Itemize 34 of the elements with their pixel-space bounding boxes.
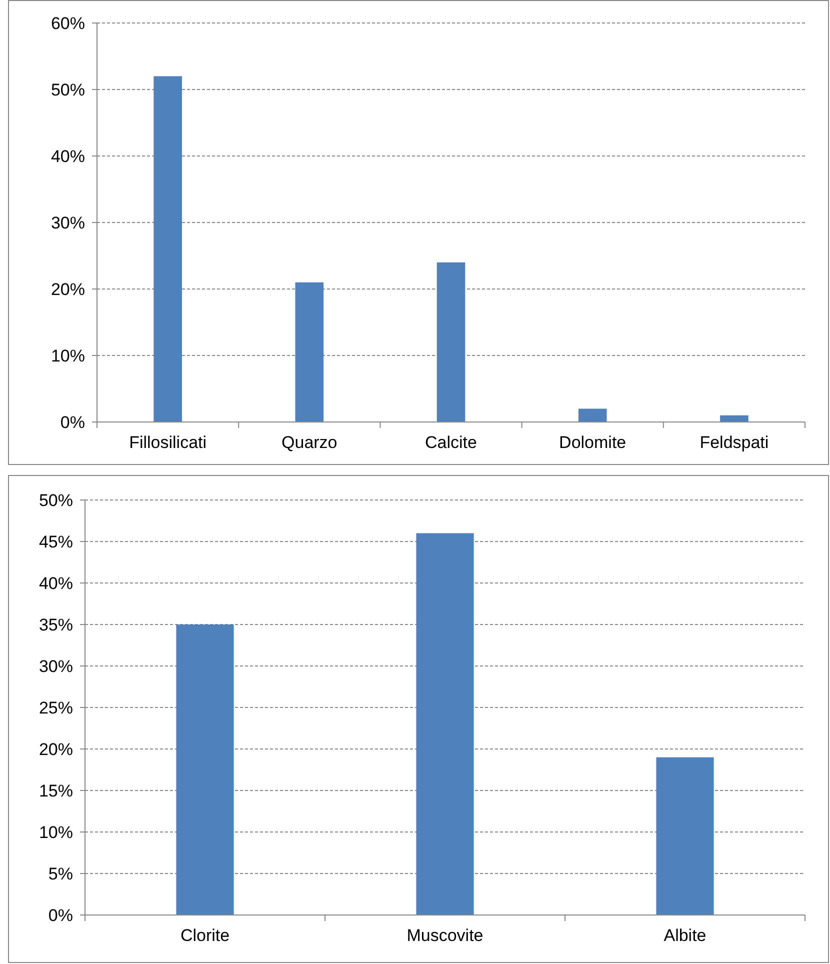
x-tick-label: Muscovite bbox=[406, 926, 484, 945]
x-tick-label: Fillosilicati bbox=[129, 433, 207, 452]
x-tick-label: Feldspati bbox=[700, 433, 769, 452]
x-tick-label: Dolomite bbox=[559, 433, 626, 452]
bar bbox=[176, 624, 234, 915]
y-tick-label: 40% bbox=[38, 574, 73, 593]
bar bbox=[295, 282, 324, 422]
x-tick-label: Clorite bbox=[180, 926, 230, 945]
bar bbox=[416, 533, 474, 915]
y-tick-label: 10% bbox=[50, 346, 85, 366]
y-tick-label: 0% bbox=[60, 412, 85, 432]
bar bbox=[436, 262, 466, 422]
y-tick-label: 35% bbox=[38, 615, 73, 634]
bar bbox=[720, 415, 748, 422]
y-tick-label: 30% bbox=[38, 656, 73, 676]
x-tick-label: Albite bbox=[664, 926, 706, 945]
y-tick-label: 25% bbox=[38, 698, 73, 718]
bar bbox=[154, 76, 182, 422]
y-tick-label: 45% bbox=[38, 532, 73, 552]
bar bbox=[578, 408, 607, 422]
bar bbox=[656, 757, 714, 915]
y-tick-label: 50% bbox=[50, 80, 85, 100]
y-tick-label: 50% bbox=[38, 490, 73, 510]
y-tick-label: 40% bbox=[50, 146, 85, 166]
y-tick-label: 10% bbox=[38, 822, 73, 842]
x-tick-label: Quarzo bbox=[282, 433, 338, 452]
y-tick-label: 20% bbox=[38, 740, 73, 759]
y-tick-label: 15% bbox=[38, 781, 73, 800]
y-tick-label: 20% bbox=[50, 280, 85, 299]
y-tick-label: 60% bbox=[50, 14, 85, 33]
y-tick-label: 0% bbox=[48, 906, 73, 925]
y-tick-label: 30% bbox=[50, 213, 85, 232]
x-tick-label: Calcite bbox=[425, 433, 477, 452]
y-tick-label: 5% bbox=[48, 864, 73, 884]
